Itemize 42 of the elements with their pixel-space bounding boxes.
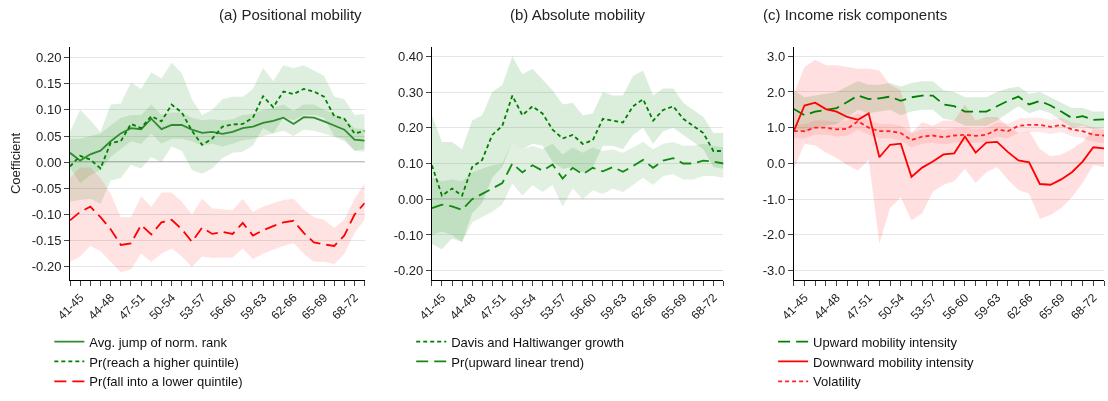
y-tick-label: -1.0: [762, 191, 786, 207]
y-tick-label: 0.30: [397, 84, 424, 100]
chart-title: (b) Absolute mobility: [510, 6, 646, 23]
chart-title: (c) Income risk components: [763, 6, 948, 23]
y-tick-label: -0.10: [393, 227, 424, 243]
line-series: [793, 120, 1104, 142]
y-tick-label: 3.0: [767, 48, 786, 64]
legend-label: Pr(fall into a lower quintile): [89, 374, 243, 390]
legend-label: Pr(reach a higher quintile): [89, 354, 239, 370]
chart-title: (a) Positional mobility: [219, 6, 363, 23]
y-tick-label: 0.00: [36, 154, 62, 170]
y-tick-label: 1.0: [767, 120, 786, 136]
line-series: [793, 94, 1104, 121]
y-tick-label: 0.15: [36, 76, 62, 92]
legend-label: Avg. jump of norm. rank: [89, 334, 228, 350]
y-tick-label: -0.15: [31, 233, 62, 249]
y-tick-label: -0.10: [31, 207, 62, 223]
y-tick-label: 0.00: [397, 191, 424, 207]
legend-label: Downward mobility intensity: [813, 354, 975, 370]
line-series: [70, 116, 365, 162]
y-tick-label: -0.05: [31, 180, 62, 196]
legend-label: Davis and Haltiwanger growth: [451, 334, 624, 350]
y-tick-label: -3.0: [762, 262, 786, 278]
line-series: [431, 157, 724, 211]
y-tick-label: -0.20: [31, 259, 62, 275]
y-tick-label: 0.05: [36, 128, 62, 144]
y-tick-label: 0.10: [36, 102, 62, 118]
y-tick-label: -2.0: [762, 227, 786, 243]
legend-label: Volatility: [813, 374, 862, 390]
y-tick-label: -0.20: [393, 263, 424, 279]
y-tick-label: 0.0: [767, 155, 786, 171]
y-tick-label: 0.40: [397, 48, 424, 64]
line-series: [793, 101, 1104, 186]
y-tick-label: 0.20: [36, 50, 62, 66]
line-series: [431, 94, 724, 197]
legend-label: Pr(upward linear trend): [451, 354, 585, 370]
line-series: [70, 202, 365, 247]
y-axis-title: Coefficient: [7, 132, 23, 195]
y-tick-label: 0.10: [397, 156, 424, 172]
legend-label: Upward mobility intensity: [813, 334, 958, 350]
y-tick-label: 2.0: [767, 84, 786, 100]
y-tick-label: 0.20: [397, 120, 424, 136]
